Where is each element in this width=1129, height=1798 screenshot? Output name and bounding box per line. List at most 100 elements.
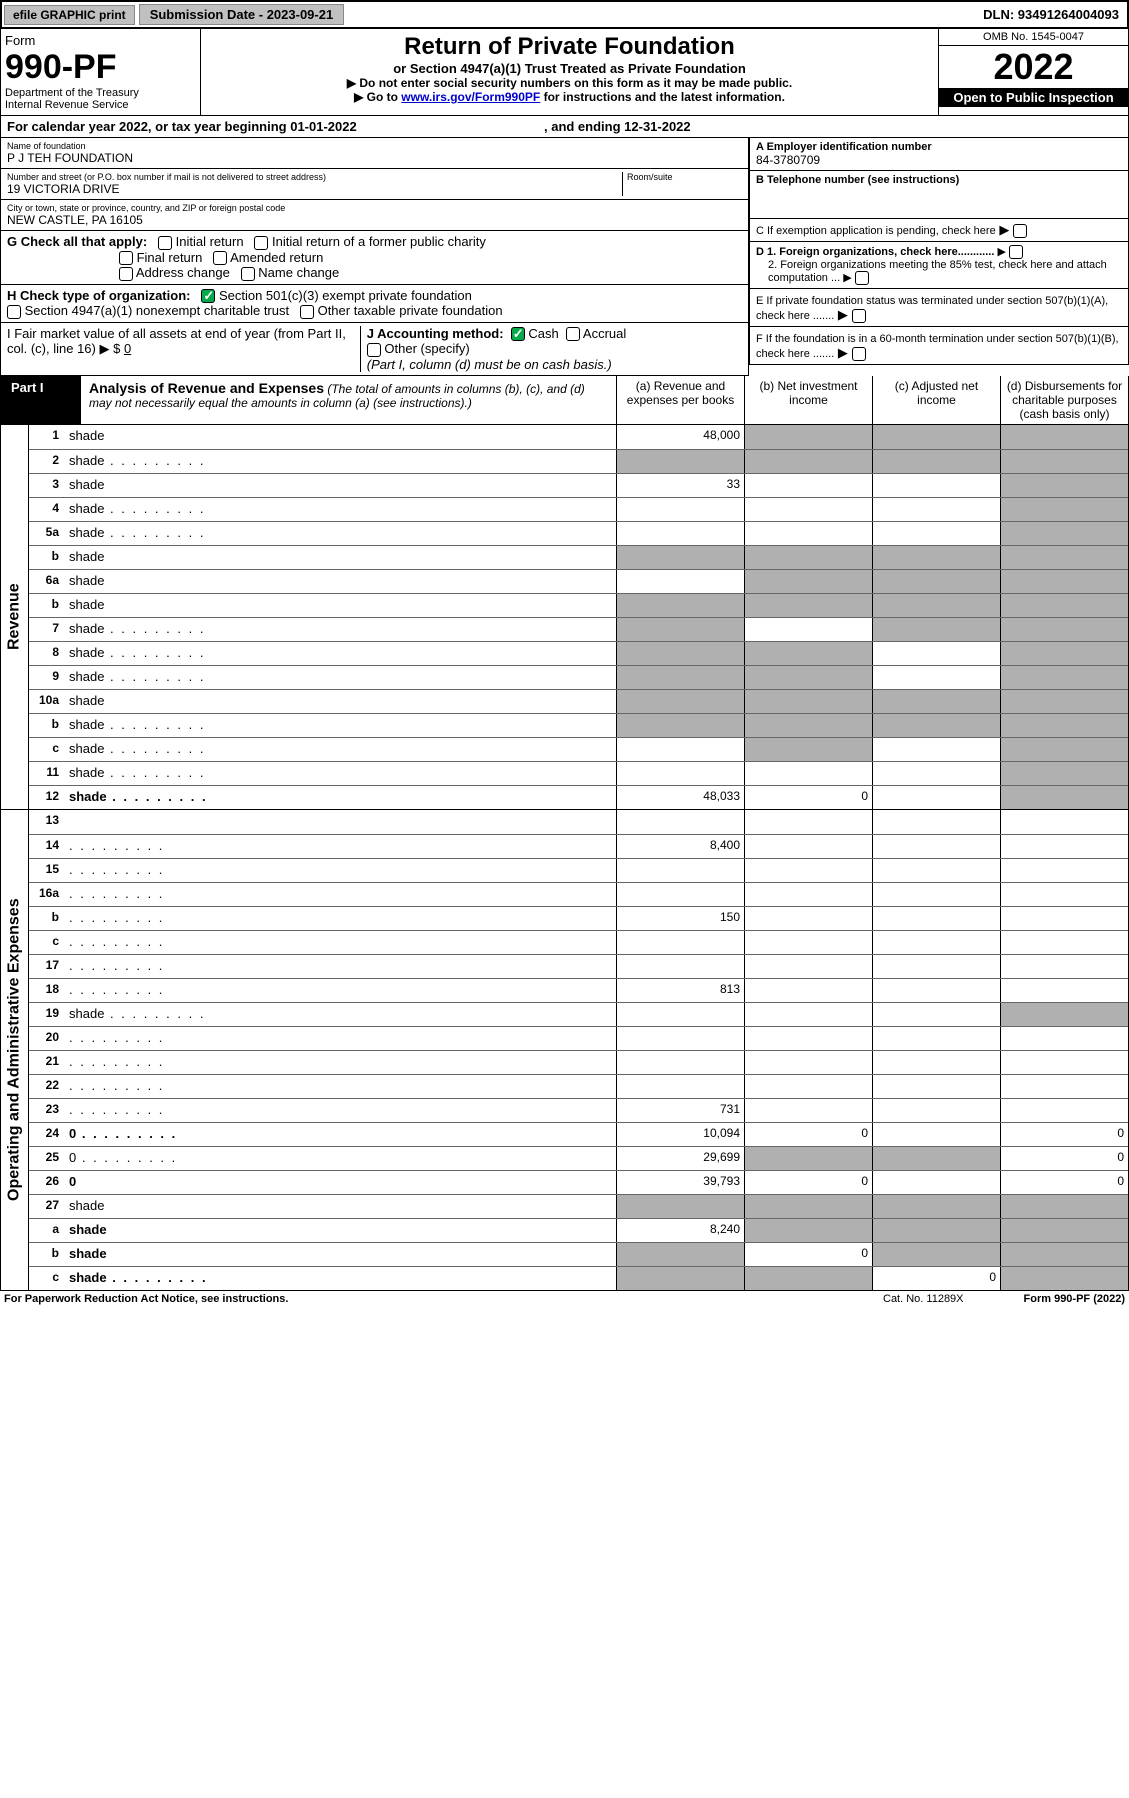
efile-print-button[interactable]: efile GRAPHIC print: [4, 5, 135, 25]
table-row: 11shade: [29, 761, 1128, 785]
row-description: [65, 1075, 616, 1098]
table-row: bshade0: [29, 1242, 1128, 1266]
submission-date: Submission Date - 2023-09-21: [139, 4, 345, 25]
d2-label: 2. Foreign organizations meeting the 85%…: [768, 259, 1107, 284]
table-cell: [1000, 1075, 1128, 1098]
table-cell: [1000, 786, 1128, 809]
table-cell: [872, 1219, 1000, 1242]
checkbox-d2[interactable]: [855, 271, 869, 285]
checkbox-final-return[interactable]: [119, 251, 133, 265]
table-cell: [1000, 1219, 1128, 1242]
row-number: c: [29, 1267, 65, 1290]
dots-leader: [76, 1150, 177, 1165]
table-cell: [616, 1243, 744, 1266]
checkbox-c[interactable]: [1013, 224, 1027, 238]
table-row: cshade0: [29, 1266, 1128, 1290]
row-description: 0: [65, 1147, 616, 1170]
col-b-header: (b) Net investment income: [744, 376, 872, 424]
checkbox-accrual[interactable]: [566, 327, 580, 341]
checkbox-amended[interactable]: [213, 251, 227, 265]
checkbox-501c3[interactable]: [201, 289, 215, 303]
inspection-label: Open to Public Inspection: [939, 88, 1128, 107]
checkbox-4947a1[interactable]: [7, 305, 21, 319]
j-cash: Cash: [528, 326, 558, 341]
header-left: Form 990-PF Department of the Treasury I…: [1, 29, 201, 115]
revenue-rows: 1shade48,0002shade3shade334shade5ashadeb…: [29, 425, 1128, 809]
table-row: 12shade48,0330: [29, 785, 1128, 809]
table-row: bshade: [29, 545, 1128, 569]
table-cell: [616, 1195, 744, 1218]
table-cell: [1000, 1099, 1128, 1122]
table-cell: [1000, 1003, 1128, 1026]
table-row: c: [29, 930, 1128, 954]
table-cell: [744, 835, 872, 858]
row-description: [65, 955, 616, 978]
checkbox-f[interactable]: [852, 347, 866, 361]
row-description: [65, 979, 616, 1002]
row-number: 25: [29, 1147, 65, 1170]
checkbox-cash[interactable]: [511, 327, 525, 341]
header-right: OMB No. 1545-0047 2022 Open to Public In…: [938, 29, 1128, 115]
table-cell: [616, 666, 744, 689]
table-row: 13: [29, 810, 1128, 834]
row-description: shade: [65, 762, 616, 785]
i-label: I Fair market value of all assets at end…: [7, 326, 346, 356]
table-row: 9shade: [29, 665, 1128, 689]
room-cell: Room/suite: [622, 172, 742, 196]
row-description: [65, 1099, 616, 1122]
g-opt-5: Name change: [258, 265, 339, 280]
irs-label: Internal Revenue Service: [5, 99, 196, 111]
table-cell: [744, 931, 872, 954]
table-cell: [616, 546, 744, 569]
j-cell: J Accounting method: Cash Accrual Other …: [360, 326, 742, 372]
tax-year: 2022: [939, 46, 1128, 88]
table-cell: [744, 979, 872, 1002]
table-cell: [1000, 835, 1128, 858]
table-cell: [744, 859, 872, 882]
dots-leader: [69, 958, 164, 973]
row-description: shade: [65, 570, 616, 593]
table-cell: [1000, 883, 1128, 906]
row-number: b: [29, 907, 65, 930]
checkbox-d1[interactable]: [1009, 245, 1023, 259]
checkbox-e[interactable]: [852, 309, 866, 323]
j-other: Other (specify): [384, 341, 469, 356]
checkbox-other-taxable[interactable]: [300, 305, 314, 319]
checkbox-initial-former[interactable]: [254, 236, 268, 250]
instructions-link[interactable]: www.irs.gov/Form990PF: [401, 90, 540, 104]
table-cell: [744, 594, 872, 617]
form-label: Form: [5, 33, 196, 48]
checkbox-other-method[interactable]: [367, 343, 381, 357]
table-cell: [872, 618, 1000, 641]
table-cell: [872, 570, 1000, 593]
table-cell: [616, 1051, 744, 1074]
d-cell: D 1. Foreign organizations, check here..…: [749, 242, 1129, 289]
table-cell: [1000, 522, 1128, 545]
table-row: bshade: [29, 713, 1128, 737]
table-cell: [744, 474, 872, 497]
table-cell: [1000, 425, 1128, 449]
row-number: 9: [29, 666, 65, 689]
table-cell: [744, 1147, 872, 1170]
part1-label: Part I: [1, 376, 81, 424]
cal-end: , and ending 12-31-2022: [544, 119, 691, 134]
table-cell: [872, 546, 1000, 569]
row-description: shade: [65, 1267, 616, 1290]
g-label: G Check all that apply:: [7, 234, 147, 249]
checkbox-address-change[interactable]: [119, 267, 133, 281]
checkbox-name-change[interactable]: [241, 267, 255, 281]
row-number: 24: [29, 1123, 65, 1146]
header-center: Return of Private Foundation or Section …: [201, 29, 938, 115]
table-row: ashade8,240: [29, 1218, 1128, 1242]
table-cell: 48,000: [616, 425, 744, 449]
row-number: 21: [29, 1051, 65, 1074]
omb-number: OMB No. 1545-0047: [939, 29, 1128, 46]
table-cell: [872, 931, 1000, 954]
row-description: shade: [65, 738, 616, 761]
row-number: 19: [29, 1003, 65, 1026]
table-cell: [616, 931, 744, 954]
row-description: [65, 931, 616, 954]
checkbox-initial-return[interactable]: [158, 236, 172, 250]
table-cell: [1000, 931, 1128, 954]
table-row: 23731: [29, 1098, 1128, 1122]
